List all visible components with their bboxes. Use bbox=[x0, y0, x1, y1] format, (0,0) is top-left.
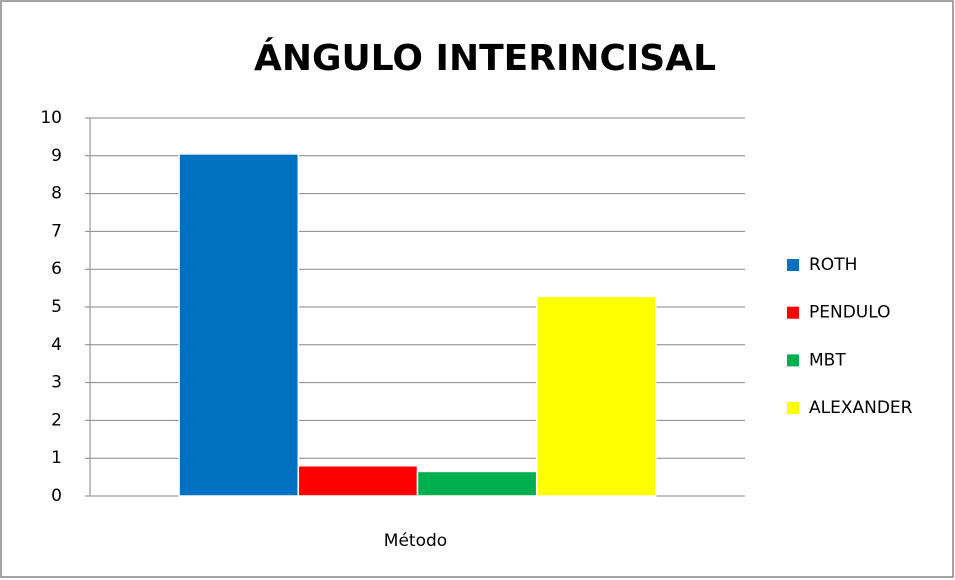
chart-title: ÁNGULO INTERINCISAL bbox=[254, 37, 716, 79]
legend-label: ALEXANDER bbox=[809, 398, 913, 418]
y-tick-label: 3 bbox=[51, 373, 62, 393]
legend-label: MBT bbox=[809, 350, 846, 370]
y-tick-label: 6 bbox=[51, 259, 62, 279]
legend-label: PENDULO bbox=[809, 303, 891, 323]
y-tick-label: 10 bbox=[40, 108, 62, 128]
bar bbox=[297, 465, 419, 497]
legend-swatch bbox=[787, 402, 799, 415]
bar bbox=[535, 295, 657, 497]
y-tick-label: 8 bbox=[51, 184, 62, 204]
legend-swatch bbox=[787, 354, 799, 367]
bar bbox=[178, 153, 300, 497]
y-tick-label: 5 bbox=[51, 297, 62, 317]
y-tick-label: 9 bbox=[51, 146, 62, 166]
x-axis-label: Método bbox=[384, 531, 447, 551]
legend-swatch bbox=[787, 306, 799, 319]
y-tick-label: 2 bbox=[51, 410, 62, 430]
y-tick-label: 4 bbox=[51, 335, 62, 355]
bar bbox=[416, 470, 538, 497]
legend-swatch bbox=[787, 259, 799, 271]
y-tick-label: 1 bbox=[51, 448, 62, 468]
y-tick-label: 0 bbox=[51, 486, 62, 506]
legend-label: ROTH bbox=[809, 255, 857, 275]
y-tick-label: 7 bbox=[51, 221, 62, 241]
